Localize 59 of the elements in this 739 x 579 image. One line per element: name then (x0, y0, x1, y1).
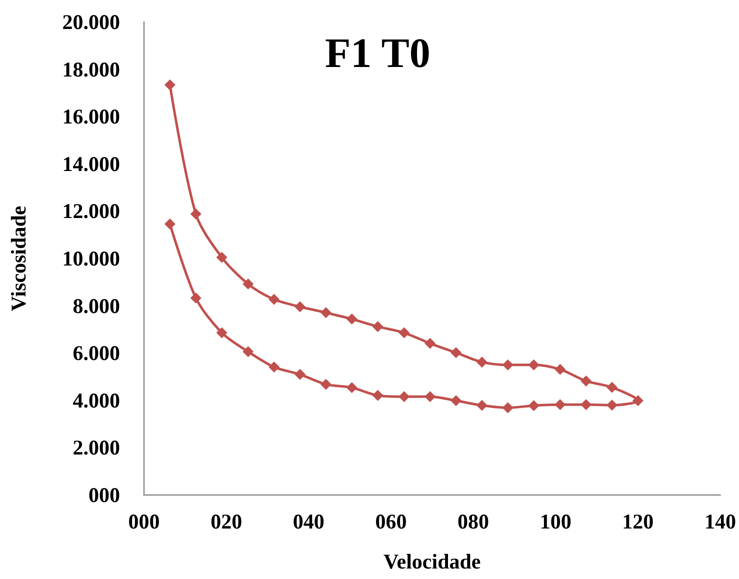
point (580, 399, 592, 410)
point (450, 395, 462, 406)
point (450, 347, 462, 358)
y-tick-label: 16.000 (62, 104, 120, 129)
point (398, 391, 410, 402)
point (476, 356, 488, 368)
y-tick-label: 6.000 (72, 341, 120, 366)
point (346, 314, 358, 325)
point (606, 400, 618, 411)
point (320, 307, 332, 318)
point (294, 301, 306, 312)
point (606, 382, 618, 393)
y-tick-label: 14.000 (62, 152, 120, 176)
point (632, 395, 644, 406)
point (216, 327, 228, 338)
chart-title: F1 T0 (325, 31, 430, 77)
y-tick-label: 8.000 (72, 294, 120, 318)
point (528, 400, 540, 412)
point (424, 391, 436, 402)
point (528, 359, 540, 370)
x-axis-title: Velocidade (384, 550, 481, 574)
point (554, 399, 566, 410)
x-tick-label: 000 (128, 510, 160, 534)
point (346, 382, 358, 394)
x-tick-label: 060 (375, 510, 407, 534)
point (164, 218, 176, 230)
point (372, 390, 384, 401)
y-tick-label: 20.000 (62, 10, 120, 34)
point (320, 378, 332, 390)
point (502, 402, 514, 414)
y-tick-label: 12.000 (62, 199, 120, 224)
point (190, 208, 202, 220)
y-tick-label: 000 (88, 483, 120, 507)
point (580, 376, 592, 387)
x-tick-label: 040 (292, 510, 324, 534)
y-tick-label: 4.000 (72, 388, 120, 412)
point (398, 327, 410, 338)
point (476, 400, 488, 411)
point (372, 321, 384, 332)
y-tick-label: 2.000 (72, 436, 120, 460)
point (554, 364, 566, 375)
x-tick-label: 080 (458, 510, 490, 534)
x-tick-label: 140 (704, 510, 736, 534)
point (294, 368, 306, 380)
point (190, 292, 202, 304)
y-tick-label: 10.000 (62, 246, 120, 270)
point (216, 252, 228, 263)
x-tick-label: 100 (540, 510, 572, 534)
x-tick-label: 120 (622, 510, 654, 534)
y-axis-title: Viscosidade (6, 206, 30, 312)
point (164, 79, 176, 90)
point (268, 294, 280, 305)
y-tick-label: 18.000 (62, 57, 120, 82)
point (268, 362, 280, 373)
x-tick-label: 020 (210, 510, 242, 534)
point (502, 359, 514, 370)
point (242, 278, 254, 290)
point (242, 346, 254, 358)
point (424, 338, 436, 349)
